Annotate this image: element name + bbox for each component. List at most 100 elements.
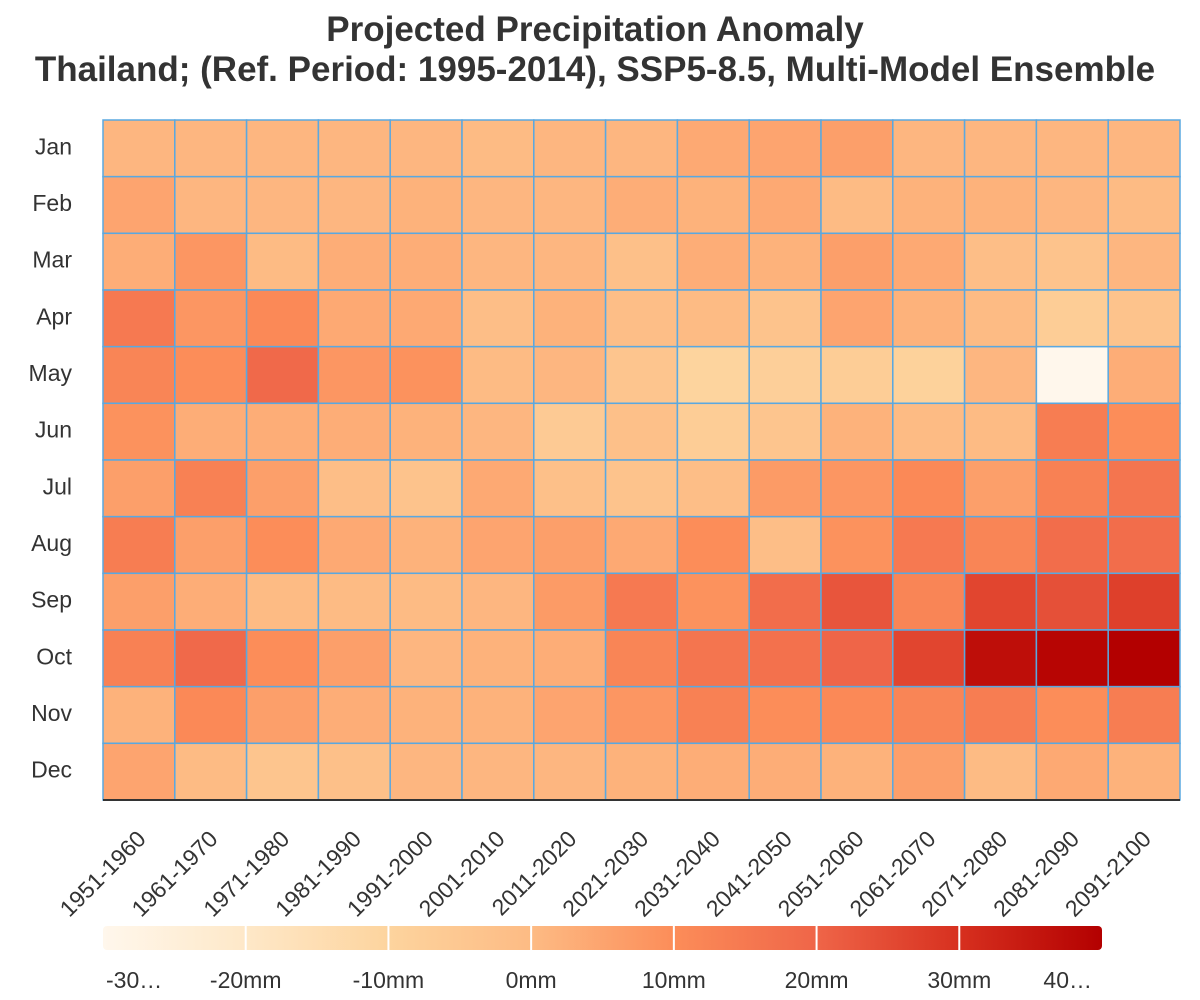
heatmap-cell [748, 119, 822, 178]
y-tick-label: Jan [35, 133, 72, 159]
heatmap-cell [174, 345, 248, 405]
heatmap-cell [102, 572, 176, 631]
heatmap-cell [174, 232, 248, 291]
heatmap-cell [1035, 345, 1109, 405]
heatmap-cell [604, 402, 679, 461]
heatmap-cell [676, 515, 750, 575]
heatmap-cell [676, 459, 750, 518]
heatmap-cell [963, 232, 1038, 291]
heatmap-cell [820, 459, 894, 518]
heatmap-cell [1035, 572, 1109, 631]
heatmap-cell [533, 742, 607, 801]
heatmap-cell [245, 232, 320, 291]
heatmap-cell [389, 515, 463, 575]
heatmap-cell [604, 232, 679, 291]
colorbar-tick-label: -10mm [353, 967, 425, 993]
colorbar-tick-label: 10mm [642, 967, 706, 993]
colorbar-tick-label: -20mm [210, 967, 282, 993]
heatmap-cell [533, 289, 607, 348]
heatmap-cell [604, 289, 679, 348]
heatmap-cell [461, 685, 535, 745]
heatmap-cell [820, 515, 894, 575]
heatmap-cell [604, 175, 679, 235]
y-tick-label: Oct [36, 643, 72, 669]
heatmap-cell [892, 175, 966, 235]
heatmap-cell [1035, 685, 1109, 745]
heatmap-cell [748, 515, 822, 575]
heatmap-cell [317, 345, 391, 405]
heatmap-cell [174, 175, 248, 235]
heatmap-cell [1107, 685, 1181, 745]
y-tick-label: Apr [36, 303, 72, 329]
heatmap-cell [820, 175, 894, 235]
heatmap-cell [676, 345, 750, 405]
heatmap-cell [102, 742, 176, 801]
heatmap-cell [461, 175, 535, 235]
heatmap-cell [892, 232, 966, 291]
heatmap-cell [389, 289, 463, 348]
heatmap-cell [676, 175, 750, 235]
heatmap-cell [820, 345, 894, 405]
heatmap-cell [892, 345, 966, 405]
colorbar [103, 926, 1102, 950]
heatmap-cell [963, 289, 1038, 348]
heatmap-cell [1035, 742, 1109, 801]
heatmap-cell [1107, 175, 1181, 235]
heatmap-cell [748, 572, 822, 631]
heatmap-cell [533, 119, 607, 178]
heatmap-cell [461, 402, 535, 461]
heatmap-cell [389, 572, 463, 631]
heatmap-cell [533, 685, 607, 745]
heatmap-cell [317, 572, 391, 631]
heatmap-cell [533, 232, 607, 291]
y-tick-label: Mar [32, 247, 72, 273]
heatmap-cell [1035, 175, 1109, 235]
heatmap-cell [676, 742, 750, 801]
heatmap-cell [676, 572, 750, 631]
heatmap-cell [174, 742, 248, 801]
heatmap-cell [102, 119, 176, 178]
heatmap-cell [102, 515, 176, 575]
heatmap-cell [963, 685, 1038, 745]
heatmap-cell [604, 572, 679, 631]
heatmap-cell [317, 175, 391, 235]
heatmap-cell [533, 515, 607, 575]
heatmap-cell [174, 629, 248, 688]
heatmap-cell [461, 742, 535, 801]
heatmap-cell [748, 742, 822, 801]
heatmap-cell [748, 629, 822, 688]
heatmap-cell [461, 345, 535, 405]
colorbar-tick-label: 30mm [927, 967, 991, 993]
heatmap-cell [748, 345, 822, 405]
heatmap-cell [245, 345, 320, 405]
y-tick-label: Sep [31, 587, 72, 613]
heatmap-cell [102, 402, 176, 461]
heatmap-cell [245, 629, 320, 688]
heatmap-cell [461, 119, 535, 178]
heatmap-cell [1035, 459, 1109, 518]
heatmap-cell [604, 119, 679, 178]
heatmap-cell [245, 459, 320, 518]
heatmap-cell [963, 629, 1038, 688]
heatmap-cell [1107, 119, 1181, 178]
heatmap-cell [533, 175, 607, 235]
heatmap-cell [1107, 515, 1181, 575]
heatmap-cell [317, 685, 391, 745]
heatmap-cell [533, 572, 607, 631]
heatmap-cell [820, 572, 894, 631]
heatmap-cell [461, 572, 535, 631]
heatmap-cell [102, 629, 176, 688]
heatmap-cell [892, 515, 966, 575]
heatmap-cell [1035, 232, 1109, 291]
heatmap-cell [676, 119, 750, 178]
heatmap-cell [892, 119, 966, 178]
heatmap-cell [389, 685, 463, 745]
heatmap-cell [820, 232, 894, 291]
heatmap-cell [461, 232, 535, 291]
heatmap-cell [389, 175, 463, 235]
heatmap-cell [533, 402, 607, 461]
heatmap-cell [389, 232, 463, 291]
heatmap-cell [963, 742, 1038, 801]
heatmap-cell [317, 119, 391, 178]
heatmap-cell [174, 515, 248, 575]
